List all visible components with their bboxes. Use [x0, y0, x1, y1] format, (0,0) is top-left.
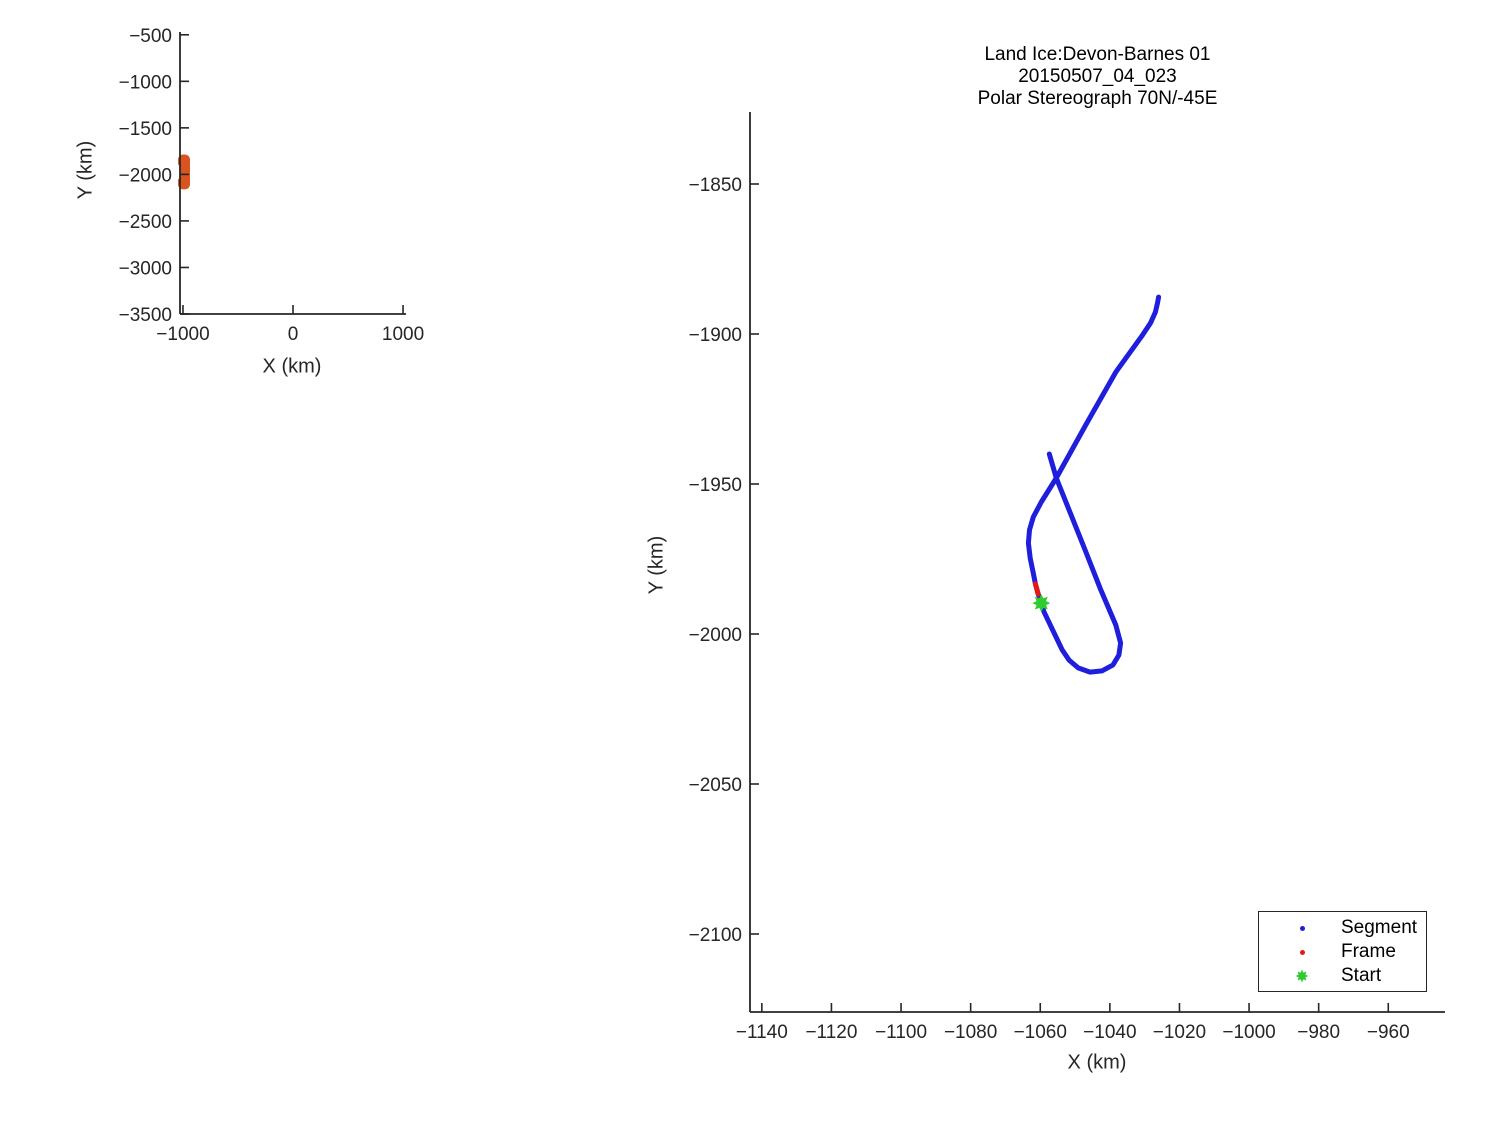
segment-dot-icon	[1295, 925, 1309, 931]
legend-item-label: Frame	[1341, 941, 1396, 962]
legend-item-start: Start	[1259, 964, 1426, 988]
start-marker	[1032, 594, 1051, 613]
y-tick-label: −2000	[119, 165, 172, 186]
legend-item-frame: Frame	[1259, 940, 1426, 964]
x-tick-label: 1000	[382, 324, 424, 345]
legend-item-label: Segment	[1341, 917, 1418, 938]
x-tick-label: −980	[1297, 1022, 1340, 1043]
y-tick-label: −3000	[119, 258, 172, 279]
title-line-1: Land Ice:Devon-Barnes 01	[984, 44, 1211, 65]
x-tick-label: −1140	[736, 1022, 788, 1043]
x-tick-label: −1020	[1153, 1022, 1206, 1043]
y-tick-label: −1950	[689, 475, 742, 496]
y-tick-label: −500	[129, 26, 172, 47]
main-plot-title: Land Ice:Devon-Barnes 01 20150507_04_023…	[750, 44, 1445, 110]
frame-dot-icon	[1295, 949, 1309, 955]
main-ylabel: Y (km)	[645, 535, 668, 595]
legend-item-label: Start	[1341, 965, 1382, 986]
dot-marker	[1299, 949, 1305, 955]
legend-item-segment: Segment	[1259, 916, 1426, 940]
title-line-2: 20150507_04_023	[1018, 66, 1177, 87]
star-marker	[1295, 969, 1309, 983]
y-tick-label: −2100	[689, 925, 742, 946]
y-tick-label: −1500	[119, 119, 172, 140]
y-tick-label: −2000	[689, 625, 742, 646]
y-tick-label: −1850	[689, 175, 742, 196]
x-tick-label: −960	[1367, 1022, 1410, 1043]
x-tick-label: −1100	[875, 1022, 927, 1043]
overview-ylabel: Y (km)	[74, 140, 97, 200]
x-tick-label: −1080	[944, 1022, 997, 1043]
y-tick-label: −1900	[689, 325, 742, 346]
x-tick-label: −1000	[1222, 1022, 1275, 1043]
segment-track-line	[1025, 294, 1162, 675]
legend: Segment Frame Start	[1258, 911, 1427, 992]
x-tick-label: −1060	[1014, 1022, 1067, 1043]
frame-track-line	[1032, 581, 1041, 597]
main-xlabel: X (km)	[1067, 1051, 1127, 1074]
y-tick-label: −1000	[119, 72, 172, 93]
x-tick-label: 0	[288, 324, 299, 345]
y-tick-label: −2500	[119, 212, 172, 233]
track-footprint-blob	[178, 154, 191, 190]
dot-marker	[1299, 925, 1305, 931]
y-tick-label: −2050	[689, 775, 742, 796]
start-star-icon	[1295, 967, 1309, 985]
x-tick-label: −1000	[156, 324, 209, 345]
overview-xlabel: X (km)	[262, 355, 322, 378]
x-tick-label: −1040	[1083, 1022, 1136, 1043]
y-tick-label: −3500	[119, 305, 172, 326]
footprint-notch	[171, 163, 181, 181]
title-line-3: Polar Stereograph 70N/-45E	[977, 88, 1218, 109]
x-tick-label: −1120	[805, 1022, 857, 1043]
